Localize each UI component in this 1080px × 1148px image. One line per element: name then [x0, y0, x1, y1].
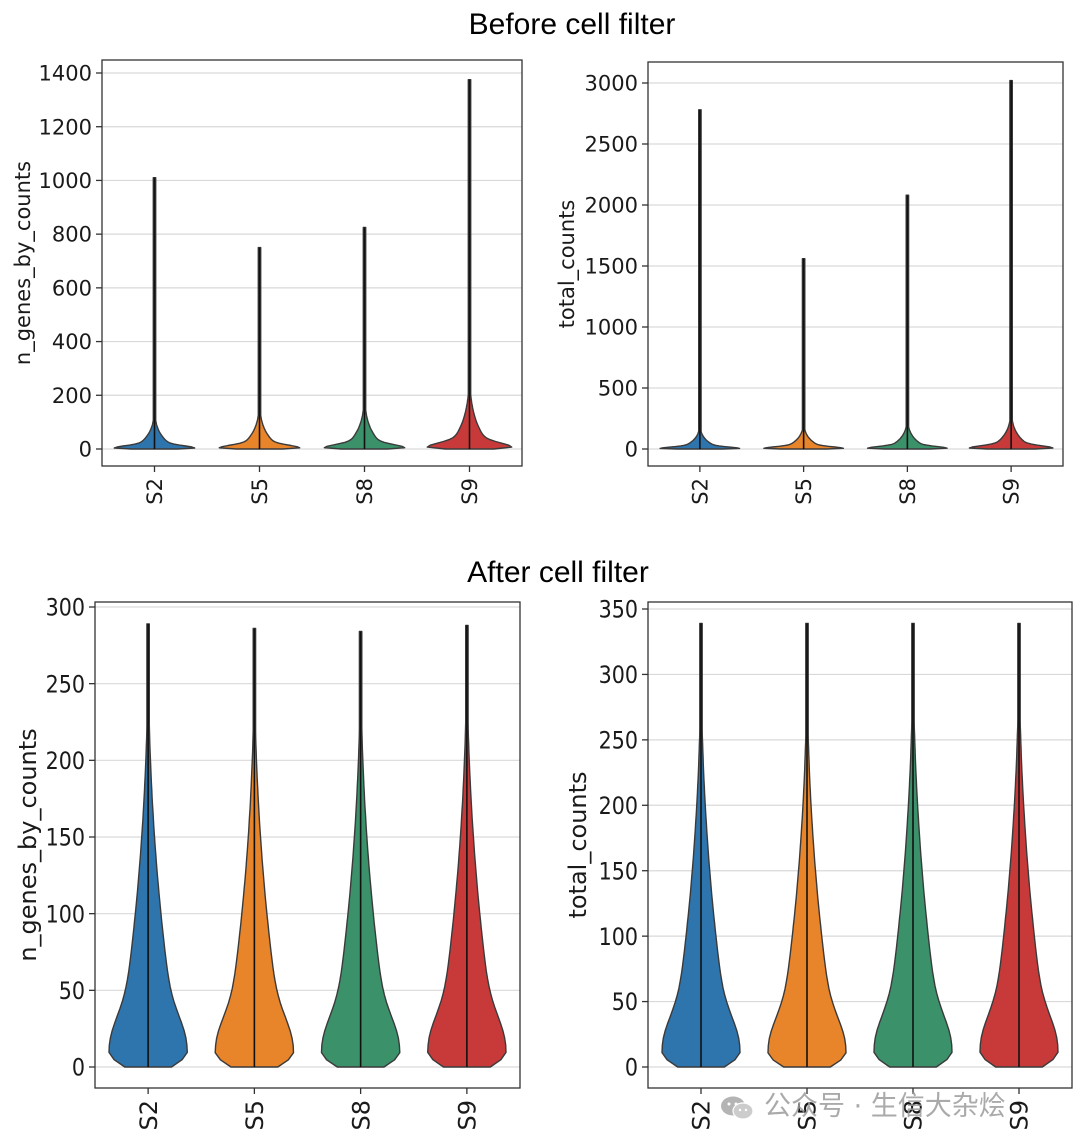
- y-tick-label: 200: [599, 792, 638, 820]
- y-tick-label: 200: [46, 748, 85, 776]
- y-tick-label: 800: [52, 223, 92, 247]
- y-tick-label: 0: [625, 1054, 638, 1082]
- x-category-label: S2: [143, 478, 167, 505]
- y-tick-label: 150: [599, 858, 638, 886]
- y-tick-label: 100: [599, 923, 638, 951]
- x-category-label: S2: [688, 478, 712, 505]
- x-category-label: S8: [896, 478, 920, 505]
- y-tick-label: 600: [52, 276, 92, 300]
- y-tick-label: 1400: [39, 62, 92, 86]
- y-tick-label: 500: [598, 377, 638, 401]
- y-axis-label: total_counts: [555, 200, 580, 329]
- y-tick-label: 150: [46, 824, 85, 852]
- x-category-label: S9: [1000, 478, 1024, 505]
- y-tick-label: 1200: [39, 115, 92, 139]
- x-category-label: S5: [792, 478, 816, 505]
- x-category-label: S8: [353, 478, 377, 505]
- y-axis-label: n_genes_by_counts: [11, 161, 36, 365]
- x-category-label: S8: [347, 1100, 375, 1131]
- y-tick-label: 50: [59, 978, 85, 1006]
- y-tick-label: 100: [46, 901, 85, 929]
- x-category-label: S5: [794, 1100, 822, 1131]
- y-tick-label: 350: [599, 596, 638, 624]
- y-tick-label: 0: [79, 438, 92, 462]
- y-tick-label: 0: [72, 1054, 85, 1082]
- y-tick-label: 2000: [585, 194, 638, 218]
- watermark: 公众号 · 生信大杂烩: [720, 1084, 1006, 1123]
- x-category-label: S8: [900, 1100, 928, 1131]
- y-tick-label: 1000: [585, 316, 638, 340]
- y-tick-label: 300: [599, 662, 638, 690]
- x-category-label: S2: [135, 1100, 163, 1131]
- wechat-icon: [721, 1096, 754, 1120]
- y-tick-label: 50: [612, 989, 638, 1017]
- y-tick-label: 2500: [585, 133, 638, 157]
- y-axis-label: total_counts: [564, 771, 592, 918]
- x-category-label: S5: [241, 1100, 269, 1131]
- after-filter-title: After cell filter: [467, 556, 649, 589]
- watermark-text: 公众号 · 生信大杂烩: [764, 1091, 1006, 1122]
- y-tick-label: 3000: [585, 72, 638, 96]
- x-category-label: S9: [458, 478, 482, 505]
- x-category-label: S9: [1006, 1100, 1034, 1131]
- axes-frame: [101, 59, 523, 467]
- before-filter-title: Before cell filter: [468, 8, 676, 41]
- y-tick-label: 1500: [585, 255, 638, 279]
- axes-frame: [647, 61, 1064, 467]
- y-tick-label: 400: [52, 330, 92, 354]
- y-tick-label: 300: [46, 594, 85, 622]
- axes-frame: [94, 601, 521, 1089]
- x-category-label: S9: [454, 1100, 482, 1131]
- y-tick-label: 250: [46, 671, 85, 699]
- y-tick-label: 1000: [39, 169, 92, 193]
- y-tick-label: 0: [625, 438, 638, 462]
- y-axis-label: n_genes_by_counts: [14, 728, 42, 961]
- y-tick-label: 200: [52, 384, 92, 408]
- x-category-label: S2: [688, 1100, 716, 1131]
- y-tick-label: 250: [599, 727, 638, 755]
- axes-frame: [647, 601, 1073, 1089]
- x-category-label: S5: [248, 478, 272, 505]
